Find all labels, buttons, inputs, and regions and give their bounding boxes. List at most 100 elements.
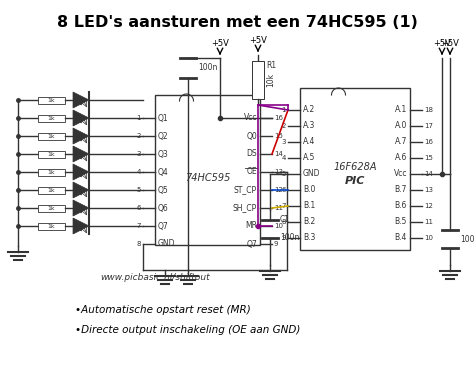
- Bar: [155, 95, 260, 245]
- Text: 15: 15: [424, 155, 433, 161]
- Text: Vcc: Vcc: [393, 170, 407, 178]
- Text: Q5: Q5: [158, 186, 169, 195]
- Polygon shape: [73, 200, 89, 216]
- Text: 14: 14: [424, 171, 433, 177]
- Text: 1k: 1k: [48, 224, 55, 228]
- Text: 14: 14: [274, 151, 283, 157]
- Bar: [300, 88, 410, 250]
- Text: 16: 16: [274, 115, 283, 121]
- Bar: [38, 132, 65, 140]
- Text: B.6: B.6: [395, 201, 407, 210]
- Text: Q6: Q6: [158, 204, 169, 213]
- Text: 1: 1: [282, 107, 286, 113]
- Text: 1k: 1k: [48, 116, 55, 120]
- Text: 1: 1: [137, 115, 141, 121]
- Text: 13: 13: [274, 169, 283, 175]
- Text: Q2: Q2: [158, 132, 169, 141]
- Text: www.picbasic.nl/shiftout: www.picbasic.nl/shiftout: [100, 273, 210, 282]
- Polygon shape: [73, 164, 89, 180]
- Text: +5V: +5V: [211, 39, 229, 48]
- Text: 1k: 1k: [48, 98, 55, 102]
- Bar: [38, 96, 65, 104]
- Text: 100n: 100n: [198, 63, 218, 72]
- Text: +5V: +5V: [249, 36, 267, 45]
- Text: 10k: 10k: [266, 73, 275, 87]
- Polygon shape: [73, 128, 89, 144]
- Text: R1: R1: [266, 62, 276, 70]
- Text: Q3: Q3: [158, 150, 169, 159]
- Text: +5V: +5V: [441, 39, 459, 48]
- Text: 3: 3: [137, 151, 141, 157]
- Bar: [38, 186, 65, 194]
- Text: A.4: A.4: [303, 138, 315, 147]
- Text: A.3: A.3: [303, 122, 315, 130]
- Text: 18: 18: [424, 107, 433, 113]
- Text: •Automatische opstart reset (MR): •Automatische opstart reset (MR): [75, 305, 251, 315]
- Text: 1k: 1k: [48, 188, 55, 192]
- Text: 100n: 100n: [460, 234, 474, 243]
- Text: GND: GND: [158, 240, 175, 249]
- Text: 9: 9: [282, 235, 286, 241]
- Bar: [38, 168, 65, 176]
- Bar: [252, 61, 264, 99]
- Text: 1k: 1k: [48, 206, 55, 210]
- Text: 16: 16: [424, 139, 433, 145]
- Text: Q0: Q0: [246, 132, 257, 141]
- Text: Q7: Q7: [158, 222, 169, 231]
- Text: B.3: B.3: [303, 234, 315, 243]
- Text: A.5: A.5: [303, 153, 315, 162]
- Text: GND: GND: [303, 170, 320, 178]
- Text: 10: 10: [424, 235, 433, 241]
- Bar: [38, 150, 65, 158]
- Text: 8 LED's aansturen met een 74HC595 (1): 8 LED's aansturen met een 74HC595 (1): [56, 15, 418, 30]
- Text: A.0: A.0: [395, 122, 407, 130]
- Text: 2: 2: [137, 133, 141, 139]
- Text: 13: 13: [424, 187, 433, 193]
- Text: B.4: B.4: [395, 234, 407, 243]
- Polygon shape: [73, 218, 89, 234]
- Polygon shape: [73, 110, 89, 126]
- Text: 12: 12: [424, 203, 433, 209]
- Text: ST_CP: ST_CP: [234, 186, 257, 195]
- Text: •Directe output inschakeling (OE aan GND): •Directe output inschakeling (OE aan GND…: [75, 325, 301, 335]
- Text: 11: 11: [424, 219, 433, 225]
- Text: Q7: Q7: [246, 240, 257, 249]
- Text: 9: 9: [274, 241, 279, 247]
- Text: +5V: +5V: [433, 39, 451, 48]
- Text: 5: 5: [137, 187, 141, 193]
- Text: MR: MR: [245, 222, 257, 231]
- Text: 10: 10: [274, 223, 283, 229]
- Text: OE: OE: [246, 168, 257, 177]
- Text: 12: 12: [274, 187, 283, 193]
- Text: 74HC595: 74HC595: [185, 173, 230, 183]
- Polygon shape: [73, 146, 89, 162]
- Text: Q1: Q1: [158, 114, 169, 123]
- Polygon shape: [73, 92, 89, 108]
- Text: 11: 11: [274, 205, 283, 211]
- Text: A.1: A.1: [395, 105, 407, 114]
- Text: PIC: PIC: [345, 176, 365, 186]
- Text: 1k: 1k: [48, 152, 55, 156]
- Text: 6: 6: [282, 187, 286, 193]
- Text: 7: 7: [137, 223, 141, 229]
- Text: C1: C1: [280, 216, 290, 225]
- Text: 7: 7: [282, 203, 286, 209]
- Text: SH_CP: SH_CP: [233, 204, 257, 213]
- Text: 6: 6: [137, 205, 141, 211]
- Text: 8: 8: [282, 219, 286, 225]
- Text: B.7: B.7: [395, 186, 407, 195]
- Text: 15: 15: [274, 133, 283, 139]
- Text: B.5: B.5: [395, 217, 407, 226]
- Text: Q4: Q4: [158, 168, 169, 177]
- Text: 2: 2: [282, 123, 286, 129]
- Text: B.1: B.1: [303, 201, 315, 210]
- Text: 100n: 100n: [280, 234, 300, 243]
- Text: B.2: B.2: [303, 217, 315, 226]
- Text: Vcc: Vcc: [244, 114, 257, 123]
- Text: A.7: A.7: [395, 138, 407, 147]
- Text: 4: 4: [282, 155, 286, 161]
- Text: A.2: A.2: [303, 105, 315, 114]
- Bar: [38, 114, 65, 122]
- Text: A.6: A.6: [395, 153, 407, 162]
- Text: 1k: 1k: [48, 134, 55, 138]
